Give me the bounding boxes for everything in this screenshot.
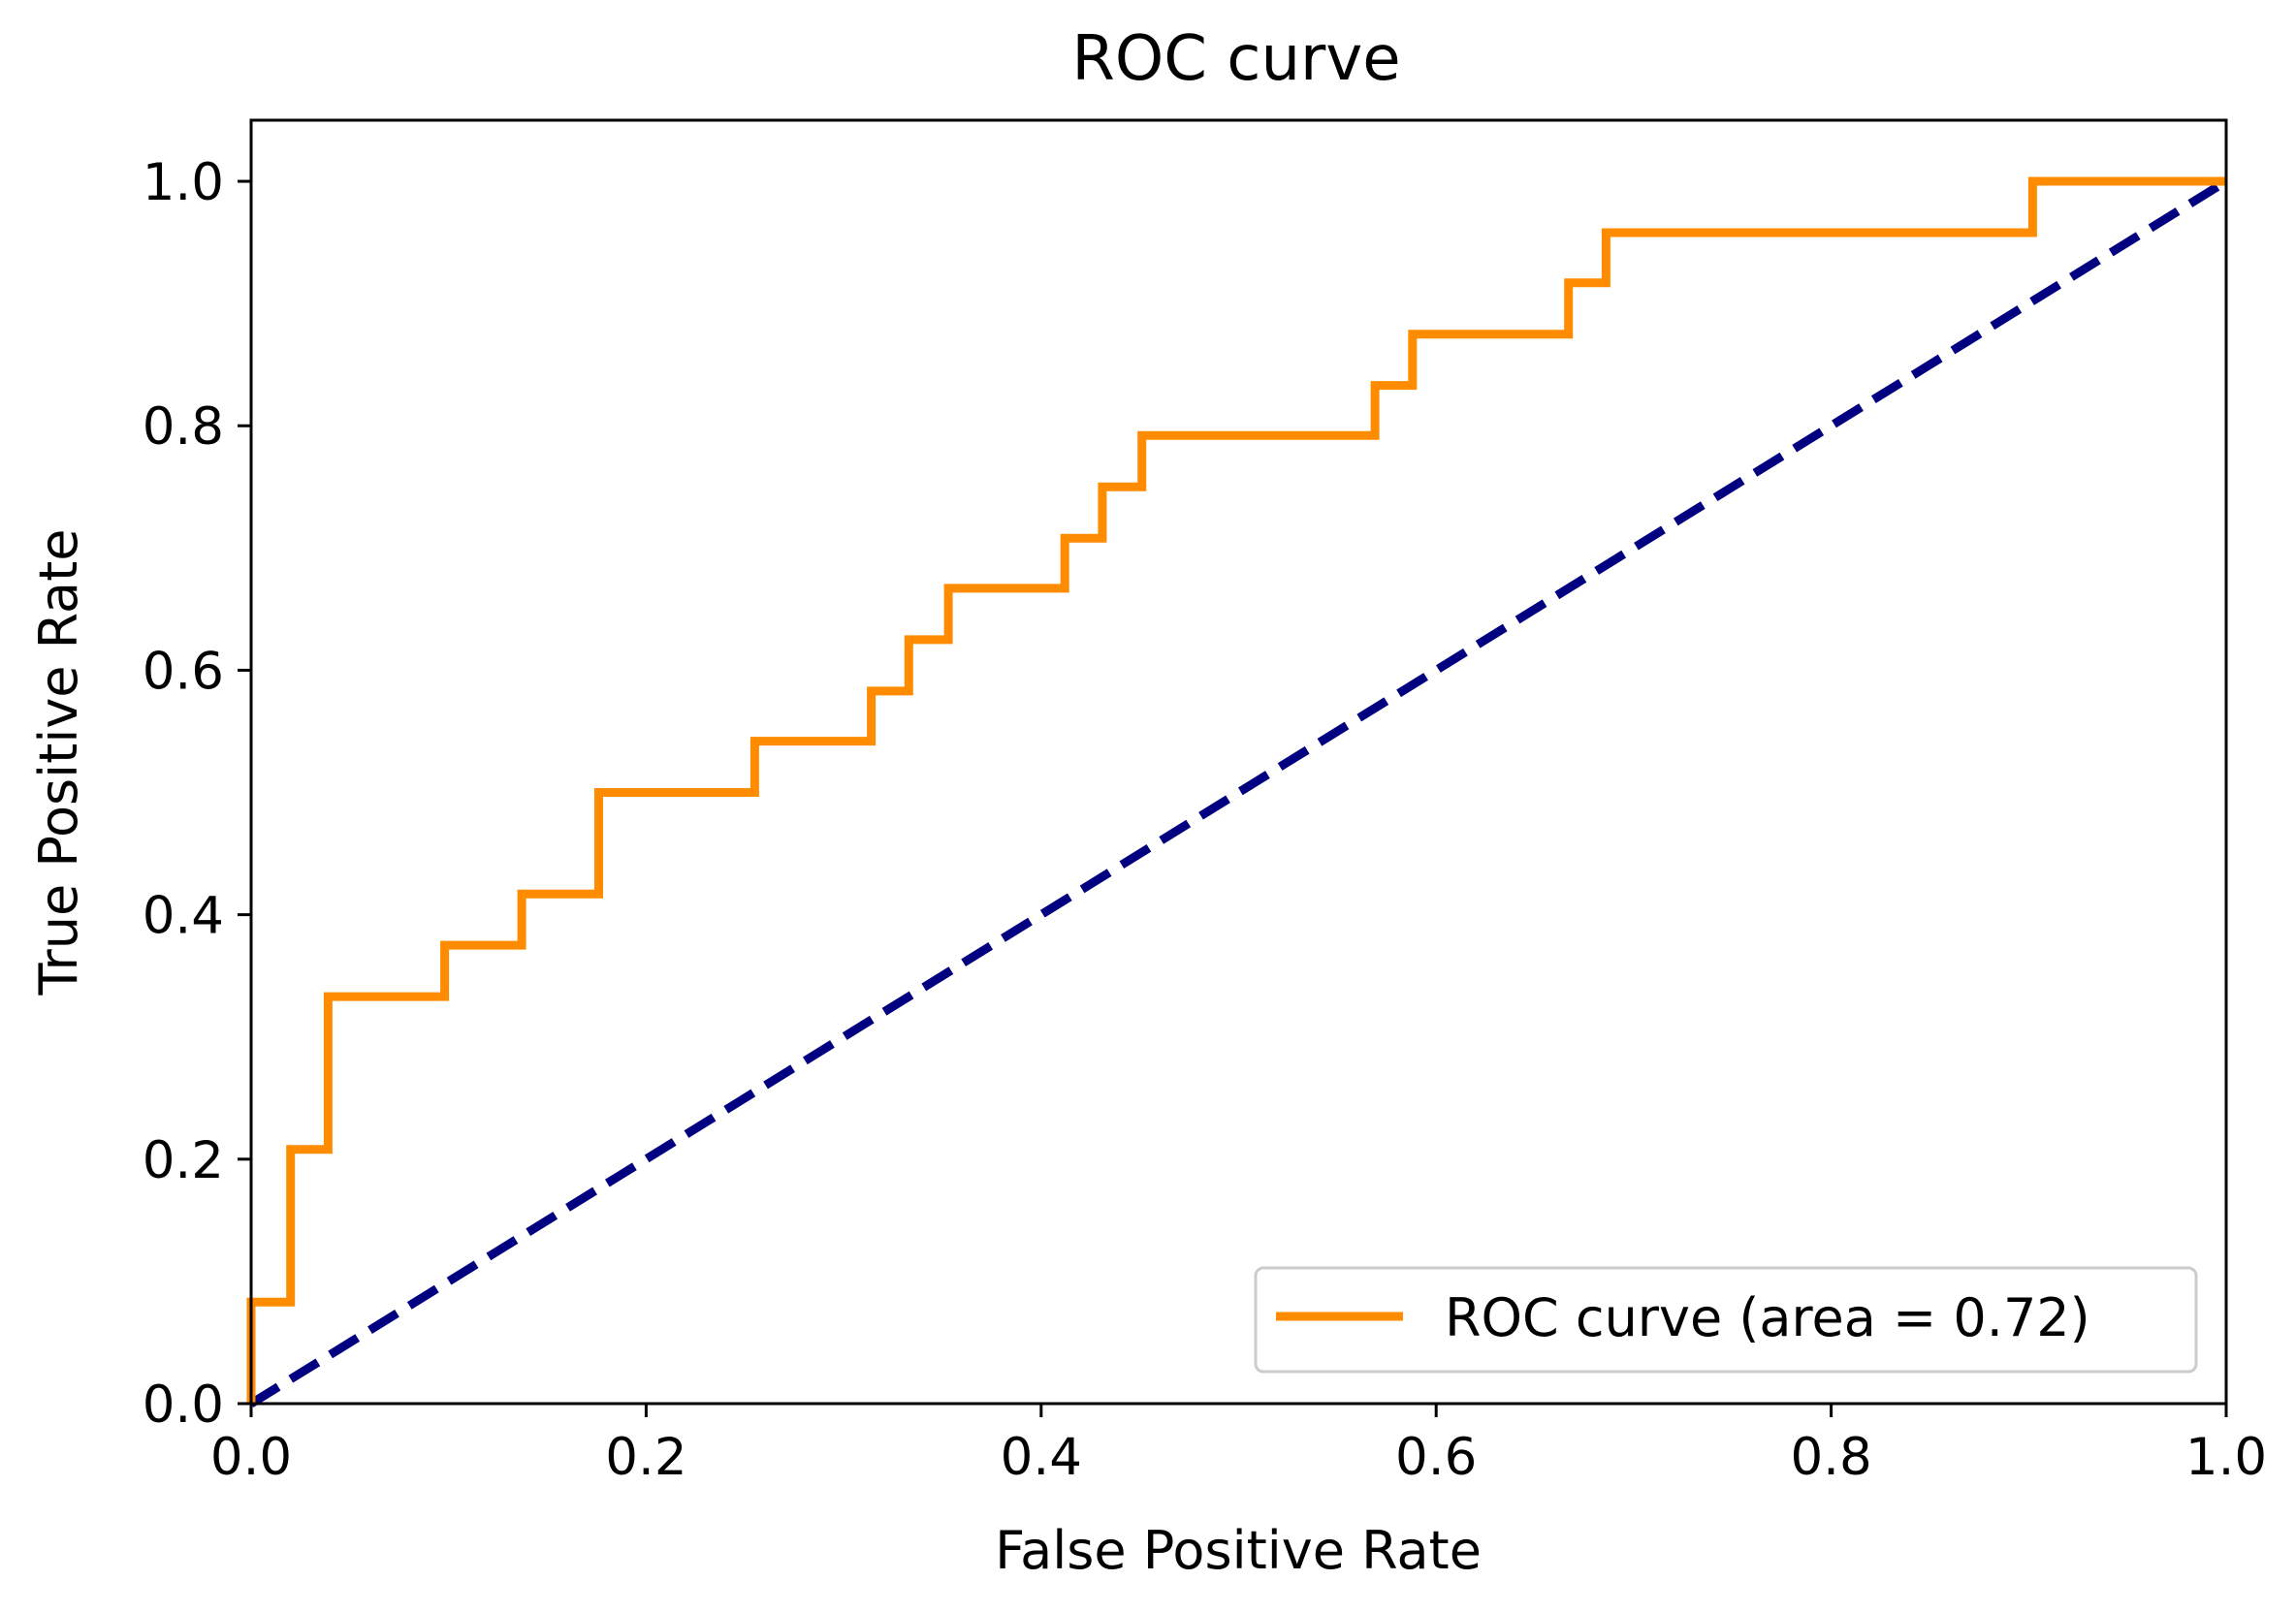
legend: ROC curve (area = 0.72) <box>1254 1266 2198 1374</box>
y-tick-label: 0.2 <box>143 1131 224 1190</box>
y-tick-label: 0.4 <box>143 887 224 946</box>
legend-label: ROC curve (area = 0.72) <box>1445 1287 2090 1348</box>
x-tick-label: 0.4 <box>1001 1428 1082 1487</box>
x-tick-label: 1.0 <box>2185 1428 2267 1487</box>
y-tick-label: 0.6 <box>143 642 224 701</box>
axes-frame <box>249 118 2228 1406</box>
legend-box <box>1254 1266 2198 1374</box>
x-tick-label: 0.2 <box>605 1428 686 1487</box>
x-tick-label: 0.8 <box>1790 1428 1871 1487</box>
x-axis-label: False Positive Rate <box>995 1520 1482 1581</box>
plot-area <box>246 176 2229 1407</box>
x-tick-label: 0.6 <box>1395 1428 1477 1487</box>
y-axis: 0.0 0.2 0.4 0.6 0.8 1.0 <box>143 153 251 1435</box>
y-tick-label: 0.0 <box>143 1376 224 1435</box>
x-tick-label: 0.0 <box>210 1428 292 1487</box>
roc-curve-line <box>246 176 2226 1404</box>
y-axis-label: True Positive Rate <box>28 528 89 996</box>
y-tick-label: 0.8 <box>143 397 224 457</box>
y-tick-label: 1.0 <box>143 153 224 212</box>
chart-title: ROC curve <box>1071 23 1400 95</box>
x-axis: 0.0 0.2 0.4 0.6 0.8 1.0 <box>210 1404 2267 1487</box>
chance-diagonal-line <box>248 177 2229 1407</box>
